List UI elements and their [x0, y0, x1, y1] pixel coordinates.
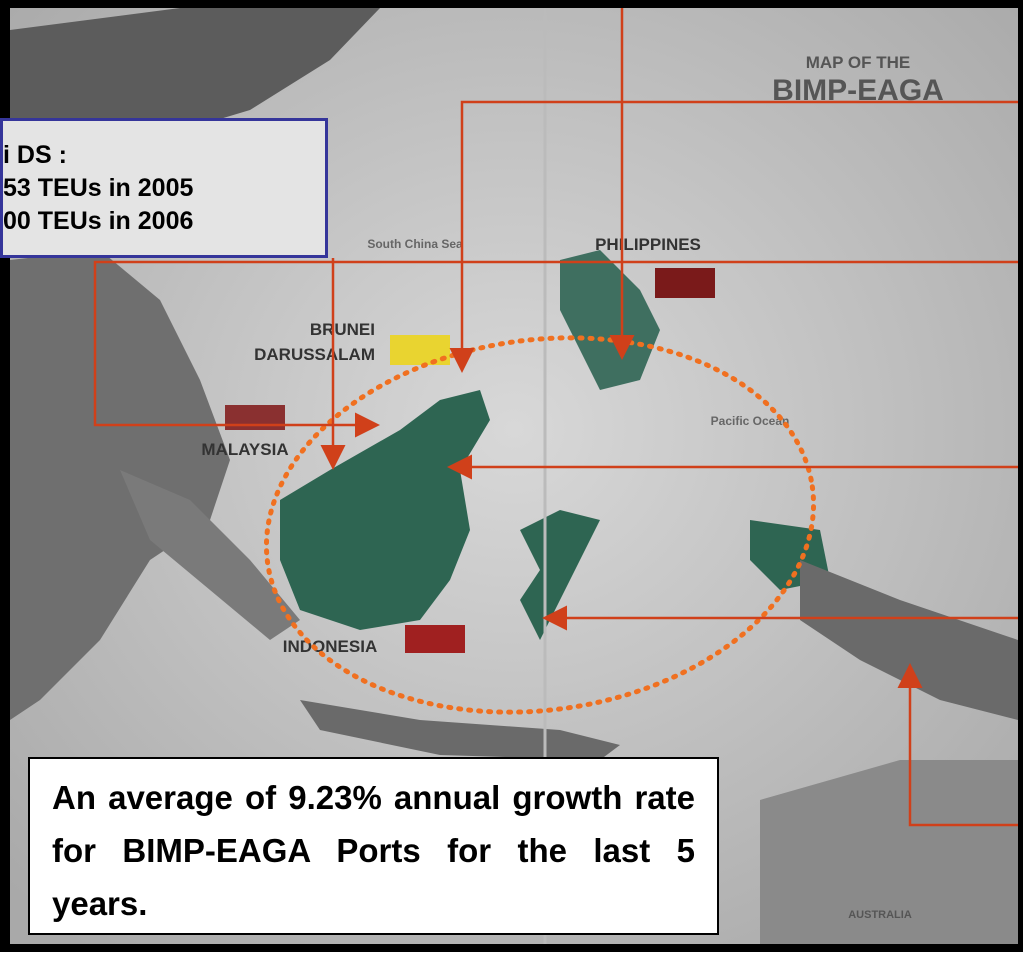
flag-indonesia	[405, 625, 465, 653]
country-label: INDONESIA	[283, 637, 377, 656]
country-label: PHILIPPINES	[595, 235, 701, 254]
sea-label: South China Sea	[367, 237, 463, 251]
country-label: BRUNEI	[310, 320, 375, 339]
map-title-line1: MAP OF THE	[806, 53, 911, 72]
info-line: i DS :	[3, 139, 325, 172]
summary-text: An average of 9.23% annual growth rate f…	[52, 771, 695, 930]
slide: MAP OF THE BIMP-EAGA South China Sea PHI…	[0, 0, 1023, 952]
flag-philippines	[655, 268, 715, 298]
info-line: 53 TEUs in 2005	[3, 172, 325, 205]
country-label: MALAYSIA	[201, 440, 288, 459]
info-line: 00 TEUs in 2006	[3, 205, 325, 238]
summary-box: An average of 9.23% annual growth rate f…	[28, 757, 719, 935]
page: {"map": {"title_line1": "MAP OF THE", "t…	[0, 0, 1023, 952]
info-box: i DS : 53 TEUs in 2005 00 TEUs in 2006	[0, 118, 328, 258]
country-label: AUSTRALIA	[848, 909, 912, 921]
country-label: DARUSSALAM	[254, 345, 375, 364]
